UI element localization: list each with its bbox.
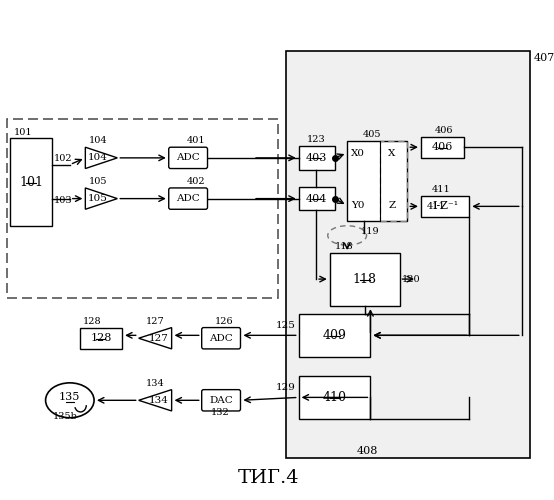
Bar	[347, 142, 407, 221]
Text: 129: 129	[275, 382, 295, 392]
Bar	[299, 376, 371, 418]
Text: 119: 119	[361, 228, 379, 236]
Bar	[299, 314, 371, 356]
Polygon shape	[85, 188, 117, 210]
Text: 105: 105	[88, 194, 108, 203]
Text: 103: 103	[54, 196, 73, 205]
Text: 406: 406	[434, 126, 453, 134]
Text: 409: 409	[322, 329, 346, 342]
Text: 118: 118	[335, 242, 353, 251]
Text: ADC: ADC	[176, 154, 200, 162]
Polygon shape	[85, 147, 117, 169]
Text: 405: 405	[363, 130, 381, 140]
Text: 101: 101	[19, 176, 43, 188]
Polygon shape	[138, 390, 172, 411]
Text: 410: 410	[322, 391, 347, 404]
Text: 402: 402	[187, 177, 206, 186]
Text: 132: 132	[211, 408, 229, 417]
Polygon shape	[138, 328, 172, 349]
Text: 126: 126	[216, 316, 234, 326]
Text: 134: 134	[146, 378, 164, 388]
Text: 104: 104	[88, 154, 108, 162]
Bar	[80, 328, 122, 349]
Bar	[7, 119, 278, 298]
Text: 123: 123	[306, 136, 325, 144]
Text: 127: 127	[148, 334, 168, 342]
FancyBboxPatch shape	[202, 328, 240, 349]
Text: X0: X0	[351, 148, 365, 158]
Text: ADC: ADC	[209, 334, 233, 342]
Bar	[380, 142, 407, 221]
Text: 135b: 135b	[53, 412, 77, 420]
FancyBboxPatch shape	[202, 390, 240, 411]
Ellipse shape	[45, 383, 94, 418]
Text: Y0: Y0	[351, 201, 365, 210]
Text: 102: 102	[54, 154, 73, 162]
Text: 411: 411	[432, 185, 450, 194]
Bar	[421, 196, 469, 217]
Text: 411: 411	[427, 202, 445, 211]
Text: 105: 105	[89, 177, 107, 186]
Text: 118: 118	[352, 273, 377, 286]
Text: 407: 407	[534, 53, 554, 63]
Bar	[299, 187, 335, 210]
Bar	[10, 138, 53, 226]
Text: 104: 104	[89, 136, 108, 145]
Text: ΤИГ.4: ΤИГ.4	[238, 469, 299, 487]
Text: 125: 125	[275, 320, 295, 330]
Text: 406: 406	[432, 142, 453, 152]
Text: 403: 403	[306, 153, 327, 163]
Bar	[330, 253, 399, 306]
Text: ADC: ADC	[176, 194, 200, 203]
Text: 134: 134	[148, 396, 168, 405]
Bar	[421, 136, 464, 158]
Text: X: X	[388, 148, 396, 158]
FancyBboxPatch shape	[169, 147, 208, 169]
Text: 408: 408	[357, 446, 378, 456]
Bar	[286, 51, 530, 459]
Bar	[299, 146, 335, 170]
Text: 401: 401	[187, 136, 206, 145]
Text: 127: 127	[146, 316, 164, 326]
Text: 101: 101	[14, 128, 32, 136]
FancyBboxPatch shape	[169, 188, 208, 210]
Text: 135: 135	[59, 392, 80, 402]
Text: Z: Z	[388, 201, 396, 210]
Text: DAC: DAC	[209, 396, 233, 405]
Text: 404: 404	[306, 194, 327, 203]
Text: 128: 128	[90, 333, 111, 343]
Text: 128: 128	[83, 316, 101, 326]
Text: 120: 120	[402, 275, 420, 284]
Text: I-Z⁻¹: I-Z⁻¹	[432, 202, 458, 211]
